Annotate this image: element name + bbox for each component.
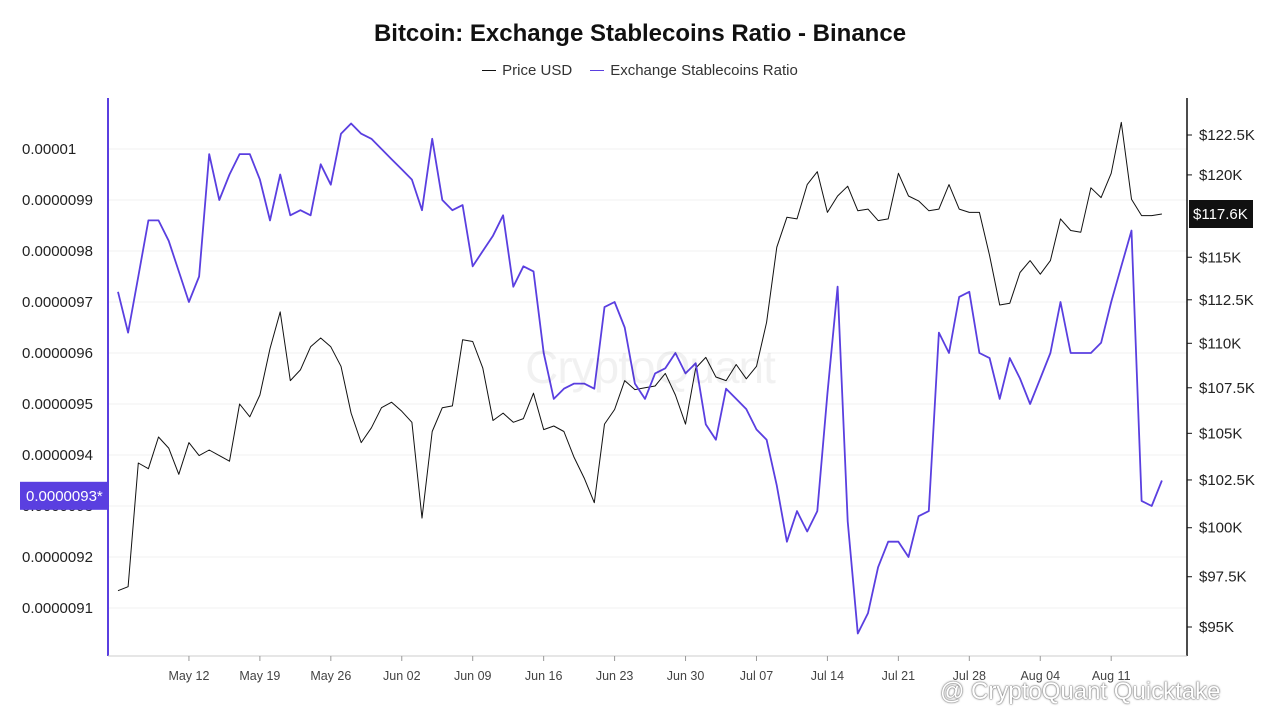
x-tick-label: Jun 09 <box>454 669 492 683</box>
y-right-tick-label: $107.5K <box>1199 380 1255 397</box>
y-left-tick-label: 0.0000099 <box>22 192 93 209</box>
y-right-tick-label: $115K <box>1199 249 1241 266</box>
y-left-tick-label: 0.0000098 <box>22 243 93 260</box>
legend: Price USD Exchange Stablecoins Ratio <box>0 62 1280 79</box>
current-price-label: $117.6K <box>1193 206 1248 223</box>
legend-swatch-price <box>482 70 497 71</box>
y-right-tick-label: $120K <box>1199 167 1242 184</box>
x-tick-label: Jun 16 <box>525 669 563 683</box>
x-tick-label: Aug 11 <box>1092 669 1131 683</box>
watermark: CryptoQuant <box>525 341 776 393</box>
y-right-tick-label: $97.5K <box>1199 569 1247 586</box>
y-left-tick-label: 0.00001 <box>22 141 76 158</box>
x-tick-label: Jul 21 <box>882 669 915 683</box>
legend-item-price[interactable]: Price USD <box>482 62 572 79</box>
y-left-tick-label: 0.0000096 <box>22 345 93 362</box>
y-right-tick-label: $105K <box>1199 425 1242 442</box>
x-tick-label: Aug 04 <box>1020 669 1060 683</box>
current-price-badge <box>1189 199 1253 228</box>
x-tick-label: Jul 07 <box>740 669 773 683</box>
series-line-ratio <box>117 122 1163 635</box>
y-right-tick-label: $122.5K <box>1199 127 1255 144</box>
x-tick-label: Jul 28 <box>953 669 986 683</box>
x-tick-label: May 19 <box>239 669 280 683</box>
x-tick-label: Jun 02 <box>383 669 421 683</box>
x-tick-label: Jun 23 <box>596 669 634 683</box>
x-tick-label: Jun 30 <box>667 669 705 683</box>
x-tick-label: Jul 14 <box>811 669 844 683</box>
current-ratio-badge <box>20 481 108 510</box>
chart-title: Bitcoin: Exchange Stablecoins Ratio - Bi… <box>373 20 907 47</box>
y-right-tick-label: $110K <box>1199 335 1241 352</box>
legend-label-price: Price USD <box>502 62 573 79</box>
y-left-tick-label: 0.0000097 <box>22 294 93 311</box>
x-tick-label: May 12 <box>168 669 209 683</box>
legend-label-ratio: Exchange Stablecoins Ratio <box>610 62 798 79</box>
y-left-tick-label: 0.0000092 <box>22 549 93 566</box>
y-left-tick-label: 0.0000095 <box>22 396 93 413</box>
y-right-tick-label: $100K <box>1199 520 1242 537</box>
x-tick-label: May 26 <box>310 669 351 683</box>
y-right-tick-label: $95K <box>1199 619 1234 636</box>
legend-swatch-ratio <box>590 70 605 71</box>
series-line-price <box>117 121 1162 592</box>
y-left-tick-label: 0.0000094 <box>22 447 93 464</box>
current-ratio-label: 0.0000093* <box>26 488 103 505</box>
y-left-tick-label: 0.0000091 <box>22 600 93 617</box>
attribution: @ CryptoQuant Quicktake <box>940 678 1221 705</box>
legend-item-ratio[interactable]: Exchange Stablecoins Ratio <box>590 62 798 79</box>
y-right-tick-label: $112.5K <box>1199 292 1254 309</box>
y-right-tick-label: $102.5K <box>1199 472 1255 489</box>
